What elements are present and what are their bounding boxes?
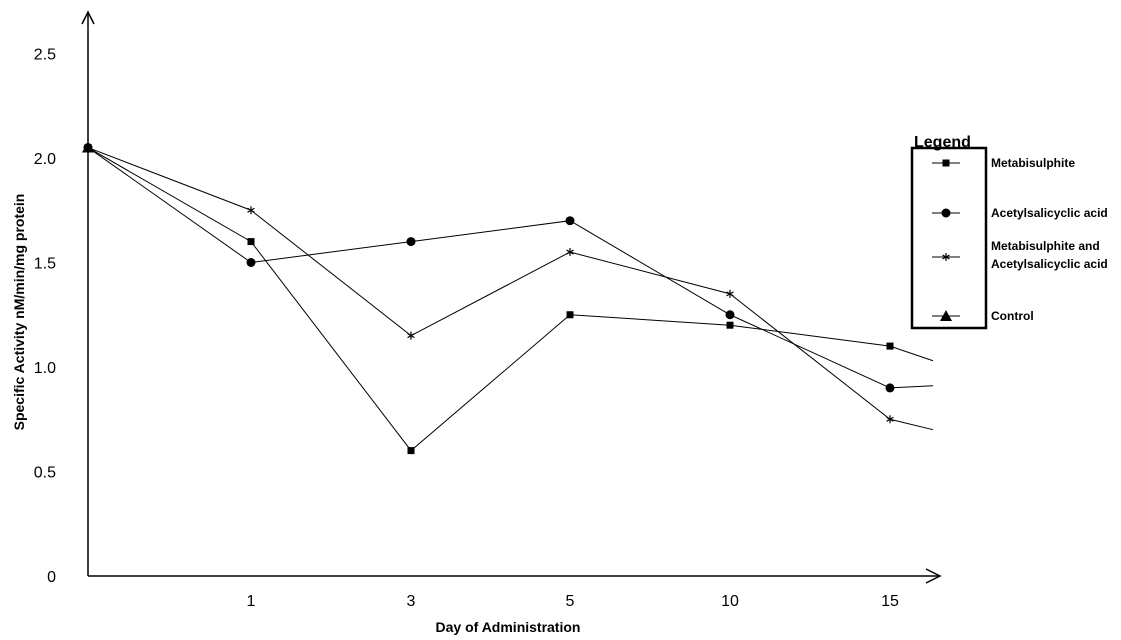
- data-point-metabisulphite: [566, 311, 574, 319]
- legend-marker-metabisulphite-and-acetylsalicyclic-acid: [942, 253, 950, 261]
- series-line-acetylsalicyclic-acid: [87, 147, 934, 389]
- data-point-metabisulphite-and-acetylsalicyclic-acid: [886, 415, 894, 424]
- legend-items: Metabisulphite Acetylsalicyclic acid Metab…: [932, 156, 1108, 323]
- series-line-metabisulphite-and-acetylsalicyclic-acid: [87, 147, 934, 431]
- y-tick-label: 2.5: [34, 47, 56, 64]
- y-tick-label: 1.5: [34, 256, 56, 273]
- data-point-control: [82, 141, 94, 153]
- legend-marker-control: [940, 310, 952, 321]
- y-tick-label: 0.5: [34, 465, 56, 482]
- data-point-metabisulphite: [247, 238, 255, 246]
- data-point-acetylsalicyclic-acid: [725, 310, 735, 320]
- y-axis-title: Specific Activity nM/min/mg protein: [11, 194, 27, 431]
- legend-label-acetylsalicyclic-acid: Acetylsalicyclic acid: [991, 206, 1108, 220]
- legend-label-metabisulphite: Metabisulphite: [991, 156, 1075, 170]
- y-tick-label: 1.0: [34, 360, 56, 377]
- data-point-metabisulphite: [726, 321, 734, 329]
- x-tick-label: 5: [566, 593, 575, 610]
- data-point-metabisulphite-and-acetylsalicyclic-acid: [726, 289, 734, 298]
- y-tick-labels: 0 0.5 1.0 1.5 2.0 2.5: [34, 47, 56, 587]
- data-point-metabisulphite-and-acetylsalicyclic-acid: [247, 206, 255, 215]
- series-line-metabisulphite: [87, 147, 934, 452]
- legend-label-control: Control: [991, 309, 1034, 323]
- legend-label-metabisulphite-and-acetylsalicyclic-acid: Acetylsalicyclic acid: [991, 257, 1108, 271]
- x-tick-label: 15: [881, 593, 899, 610]
- x-tick-label: 1: [247, 593, 256, 610]
- y-tick-label: 2.0: [34, 151, 56, 168]
- legend-marker-acetylsalicyclic-acid: [941, 208, 951, 218]
- x-axis-arrow: [925, 568, 942, 584]
- data-point-acetylsalicyclic-acid: [565, 216, 575, 226]
- data-point-acetylsalicyclic-acid: [406, 237, 416, 247]
- axes: [81, 10, 942, 584]
- y-axis-arrow: [81, 10, 95, 25]
- data-point-metabisulphite: [886, 342, 894, 350]
- x-axis-title: Day of Administration: [436, 619, 581, 635]
- data-point-metabisulphite: [407, 447, 415, 455]
- legend-marker-metabisulphite: [942, 159, 950, 167]
- series-lines: [87, 147, 934, 452]
- x-tick-labels: 1 3 5 10 15: [247, 593, 899, 610]
- y-tick-label: 0: [47, 569, 56, 586]
- legend-box: [910, 146, 988, 330]
- series-markers: [82, 141, 895, 455]
- data-point-acetylsalicyclic-acid: [246, 258, 256, 267]
- x-tick-label: 3: [407, 593, 416, 610]
- x-tick-label: 10: [721, 593, 739, 610]
- legend-label-metabisulphite-and-acetylsalicyclic-acid: Metabisulphite and: [991, 239, 1100, 253]
- data-point-metabisulphite-and-acetylsalicyclic-acid: [407, 331, 415, 340]
- data-point-metabisulphite-and-acetylsalicyclic-acid: [566, 248, 574, 257]
- data-point-acetylsalicyclic-acid: [885, 383, 895, 393]
